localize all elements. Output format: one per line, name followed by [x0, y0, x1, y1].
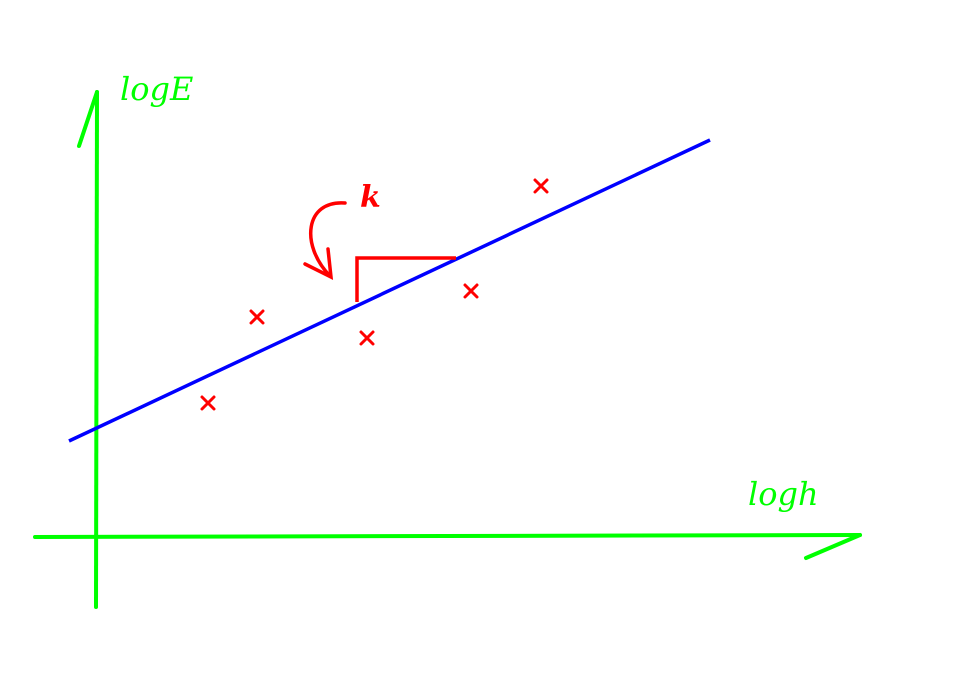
data-point: [359, 330, 375, 346]
y-axis: [77, 90, 99, 609]
data-points: [200, 178, 549, 411]
data-point: [200, 395, 216, 411]
x-axis-line: [33, 533, 862, 539]
data-point: [249, 309, 265, 325]
fit-line: [68, 138, 711, 443]
slope-label: k: [360, 180, 381, 215]
y-axis-arrowhead: [77, 90, 99, 148]
x-axis-label: logh: [748, 475, 819, 513]
y-axis-line: [94, 90, 99, 609]
y-axis-label: logE: [120, 70, 193, 108]
data-point: [533, 178, 549, 194]
data-point: [463, 283, 479, 299]
slope-marker: [355, 256, 456, 302]
curved-arrow-icon: [303, 201, 347, 280]
x-axis: [33, 533, 862, 560]
x-axis-arrowhead: [804, 533, 862, 560]
